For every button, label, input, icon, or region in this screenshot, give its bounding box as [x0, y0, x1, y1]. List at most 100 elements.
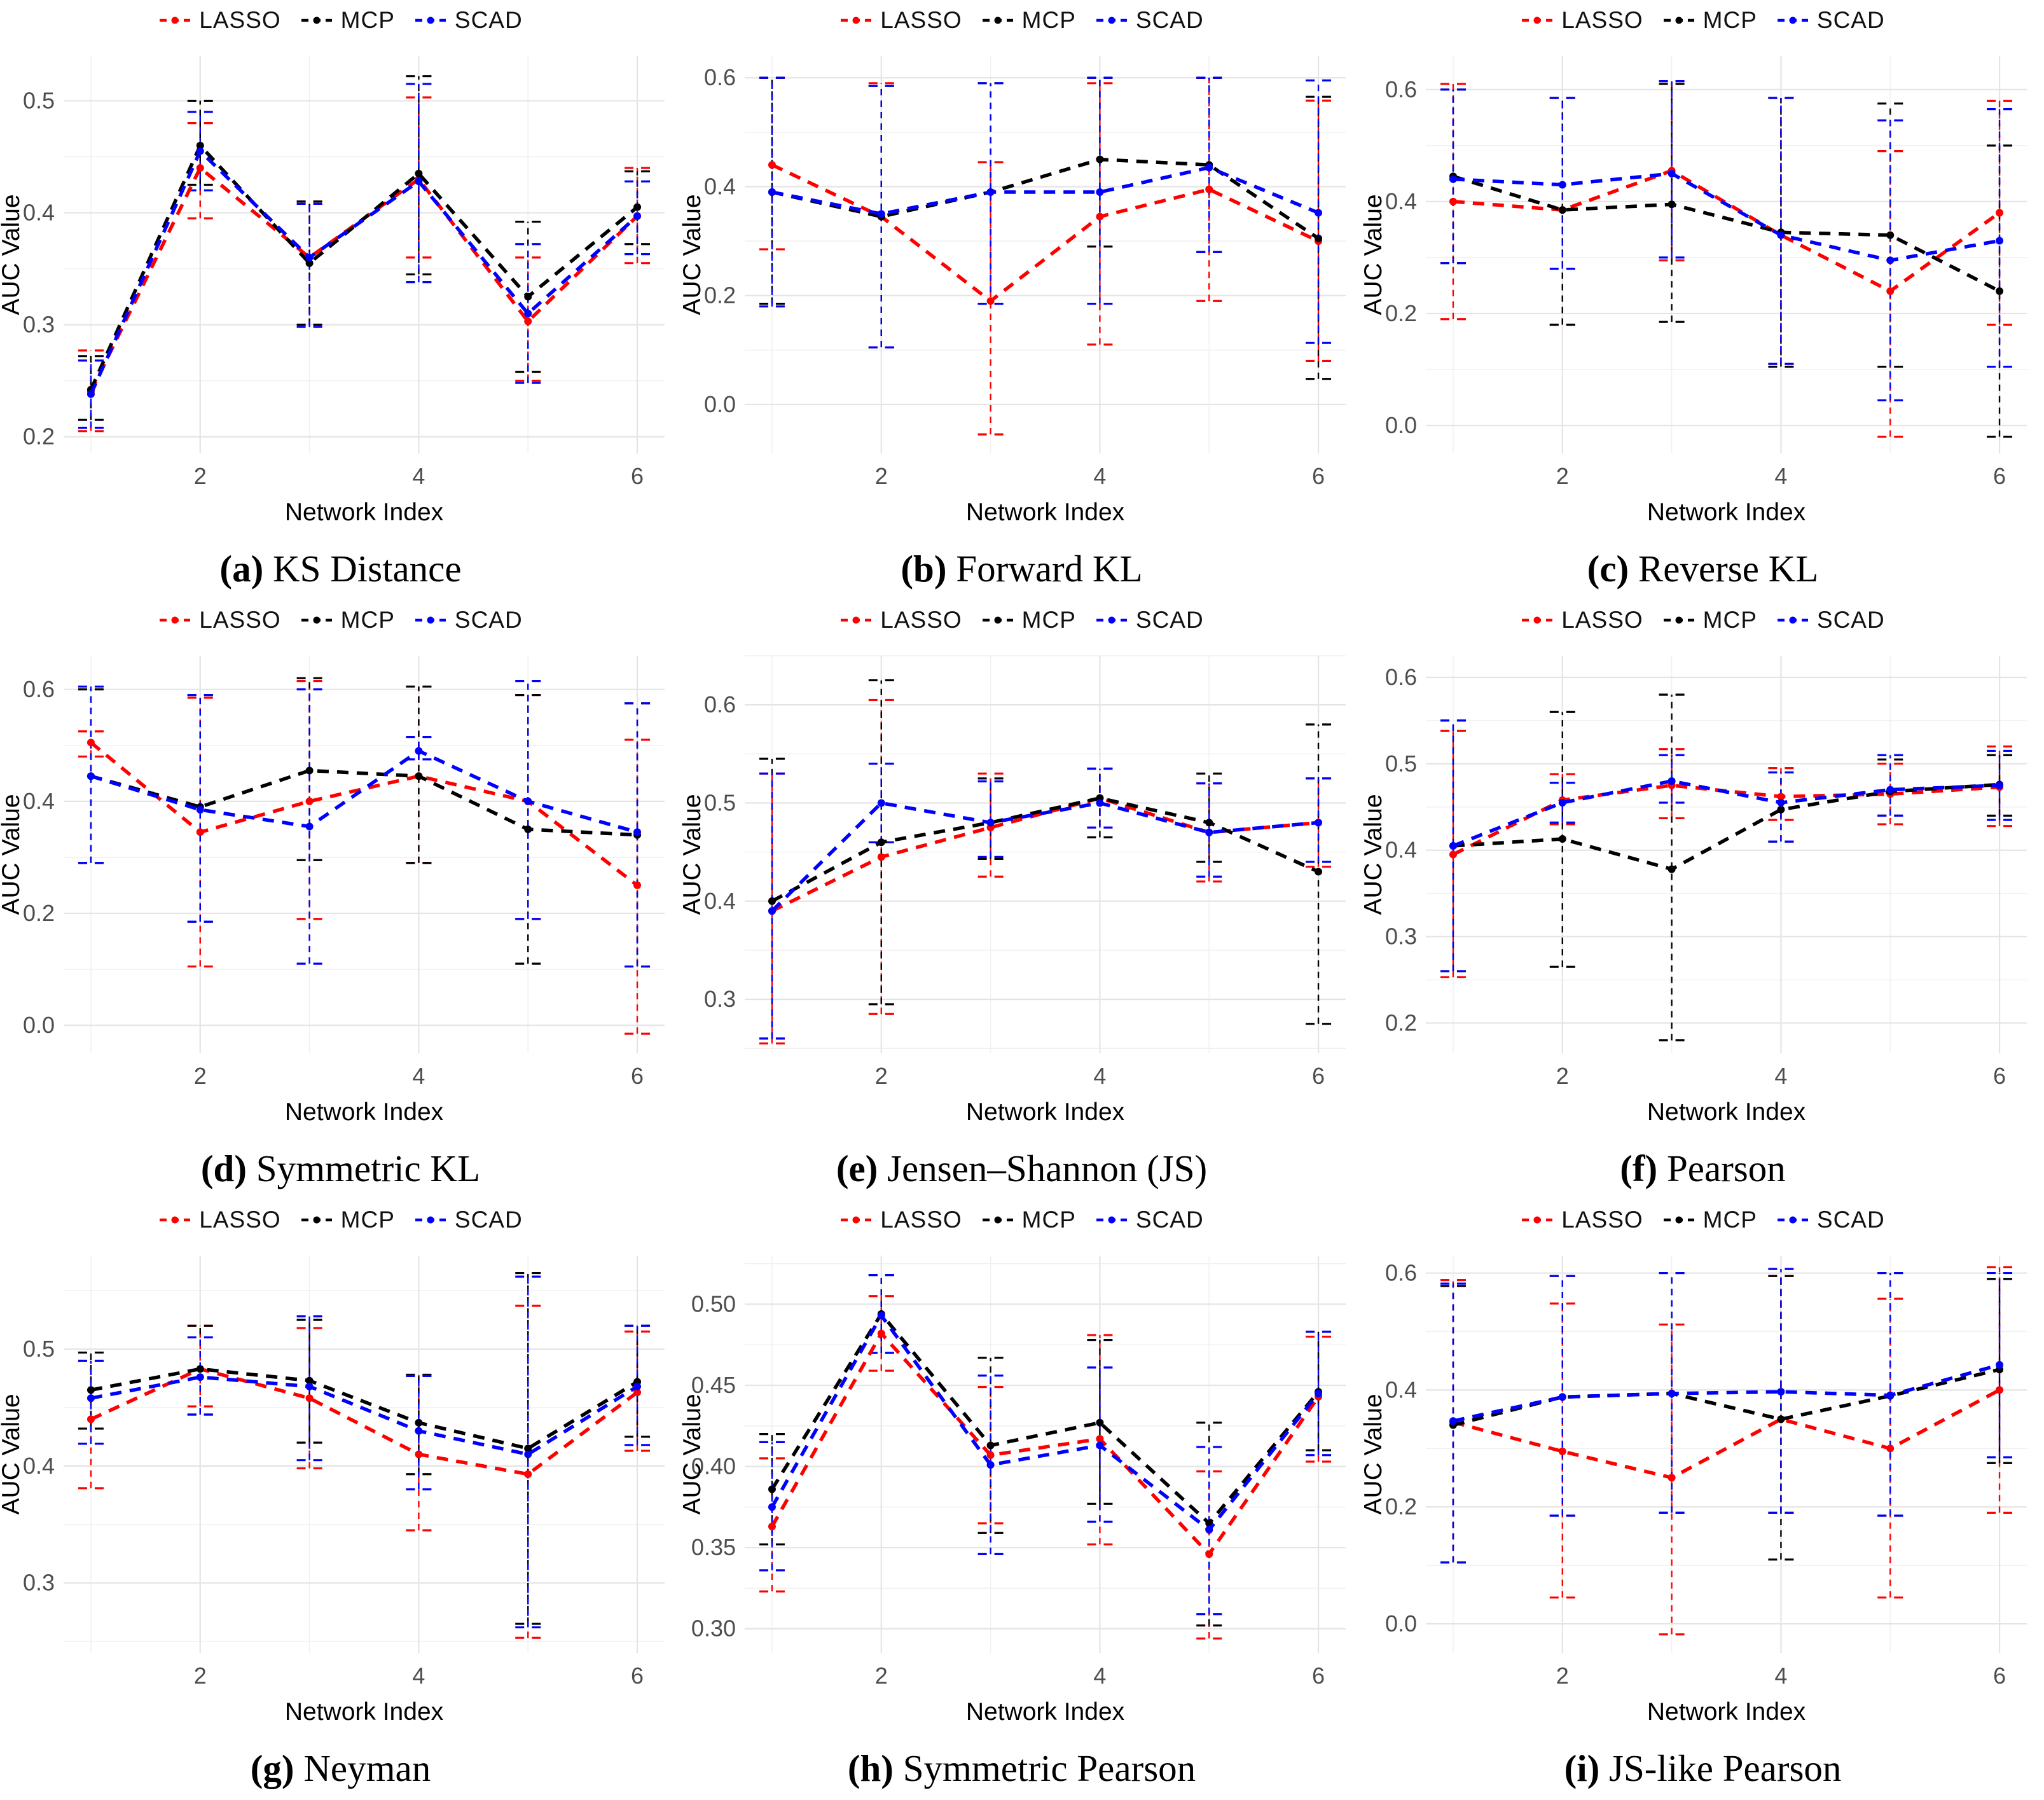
data-point [1315, 234, 1323, 242]
legend-key-icon [841, 1216, 872, 1224]
subplot-i: LASSO MCP SCAD 0.0 0.2 0.4 0.6 2 4 6 AUC Value Netw… [1360, 1200, 2043, 1799]
y-tick-label: 0.4 [1385, 837, 1417, 863]
data-point [1777, 798, 1785, 807]
chart-area: 0.0 0.2 0.4 0.6 2 4 6 AUC Value Network Index [1360, 37, 2043, 531]
data-point [1449, 850, 1457, 859]
x-tick-label: 6 [631, 1663, 644, 1689]
x-axis-title: Network Index [1647, 1698, 1806, 1726]
chart-svg-f: 0.2 0.3 0.4 0.5 0.6 2 4 6 AUC Value Network Index [1360, 656, 2027, 1126]
y-tick-label: 0.6 [704, 691, 736, 717]
caption-letter: (e) [836, 1147, 878, 1189]
subplot-caption: (d) Symmetric KL [0, 1147, 681, 1191]
y-axis-title: AUC Value [681, 1394, 706, 1514]
subplot-e: LASSO MCP SCAD 0.3 0.4 0.5 0.6 2 4 6 AUC Value Netw… [679, 600, 1362, 1200]
subplot-caption: (e) Jensen–Shannon (JS) [681, 1147, 1362, 1191]
data-point [305, 253, 314, 261]
data-point [986, 1441, 995, 1450]
legend-key-icon [1096, 616, 1127, 624]
data-point [633, 203, 642, 211]
caption-title: Reverse KL [1638, 548, 1819, 590]
data-point [524, 1450, 532, 1458]
data-point [1777, 793, 1785, 801]
data-point [1449, 841, 1457, 850]
subplot-b: LASSO MCP SCAD 0.0 0.2 0.4 0.6 2 4 6 AUC Value Netw… [679, 0, 1362, 600]
legend-label: MCP [1021, 607, 1076, 633]
data-point [1886, 287, 1895, 295]
data-point [986, 1451, 995, 1459]
legend-item-mcp: MCP [981, 607, 1076, 633]
y-tick-label: 0.2 [23, 900, 55, 926]
legend-key-icon [301, 616, 332, 624]
x-axis-title: Network Index [285, 499, 444, 526]
caption-title: Symmetric Pearson [902, 1747, 1196, 1789]
legend-item-mcp: MCP [1662, 607, 1757, 633]
caption-letter: (c) [1587, 548, 1629, 590]
legend-item-lasso: LASSO [158, 607, 280, 633]
legend-key-icon [1663, 616, 1694, 624]
data-point [768, 1523, 776, 1531]
chart-svg-b: 0.0 0.2 0.4 0.6 2 4 6 AUC Value Network Index [679, 56, 1346, 526]
legend-key-icon [301, 17, 332, 24]
subplot-caption: (c) Reverse KL [1362, 547, 2043, 591]
data-point [1558, 835, 1566, 843]
legend: LASSO MCP SCAD [681, 4, 1362, 37]
legend-key-icon [160, 1216, 191, 1224]
data-point [633, 881, 642, 889]
legend-key-icon [1522, 17, 1553, 24]
data-point [1449, 197, 1457, 205]
legend: LASSO MCP SCAD [1362, 4, 2043, 37]
y-tick-label: 0.6 [1385, 1260, 1417, 1286]
data-point [1777, 805, 1785, 813]
data-point [524, 309, 532, 317]
x-axis-title: Network Index [966, 1698, 1125, 1726]
y-tick-label: 0.4 [23, 199, 55, 225]
series-line-lasso [90, 741, 639, 887]
data-point [1096, 1435, 1104, 1443]
chart-area: 0.0 0.2 0.4 0.6 2 4 6 AUC Value Network Index [1360, 1236, 2043, 1731]
x-axis-title: Network Index [1647, 1098, 1806, 1126]
legend-item-mcp: MCP [1662, 7, 1757, 34]
legend-label: SCAD [1135, 607, 1204, 633]
x-tick-label: 6 [631, 463, 644, 489]
data-point [1315, 868, 1323, 876]
data-point [196, 828, 204, 836]
legend-label: MCP [1702, 7, 1757, 33]
caption-letter: (f) [1620, 1147, 1658, 1189]
data-point [1205, 1550, 1213, 1558]
y-tick-label: 0.45 [691, 1372, 736, 1398]
legend-item-lasso: LASSO [158, 7, 280, 34]
chart-svg-h: 0.30 0.35 0.40 0.45 0.50 2 4 6 AUC Value Network … [679, 1256, 1346, 1726]
x-tick-label: 6 [631, 1063, 644, 1089]
data-point [1205, 185, 1213, 193]
data-point [1886, 786, 1895, 794]
legend-label: MCP [1021, 1207, 1076, 1233]
series-line-lasso [771, 796, 1319, 913]
series-line-lasso [1453, 1388, 2001, 1480]
legend-item-scad: SCAD [1095, 607, 1204, 633]
data-point [633, 828, 642, 836]
data-point [196, 806, 204, 814]
legend-label: LASSO [880, 607, 962, 633]
data-point [1205, 163, 1213, 172]
x-tick-label: 2 [1556, 1663, 1569, 1689]
subplot-c: LASSO MCP SCAD 0.0 0.2 0.4 0.6 2 4 6 AUC Value Netw… [1360, 0, 2043, 600]
chart-svg-i: 0.0 0.2 0.4 0.6 2 4 6 AUC Value Network Index [1360, 1256, 2027, 1726]
data-point [305, 1394, 314, 1402]
legend-key-icon [841, 17, 872, 24]
legend-key-icon [1777, 17, 1808, 24]
data-point [415, 772, 423, 780]
y-tick-label: 0.5 [23, 1336, 55, 1362]
legend-key-icon [1777, 616, 1808, 624]
data-point [415, 177, 423, 186]
y-axis-title: AUC Value [1362, 1394, 1387, 1514]
data-point [196, 1365, 204, 1373]
subplot-h: LASSO MCP SCAD 0.30 0.35 0.40 0.45 0.50 2 4 6 AUC V… [679, 1200, 1362, 1799]
data-point [196, 164, 204, 172]
x-tick-label: 6 [1312, 1663, 1325, 1689]
x-tick-label: 6 [1993, 463, 2006, 489]
subplot-caption: (b) Forward KL [681, 547, 1362, 591]
legend-item-lasso: LASSO [839, 1207, 962, 1233]
data-point [1205, 828, 1213, 836]
legend-key-icon [1663, 1216, 1694, 1224]
data-point [633, 1382, 642, 1390]
